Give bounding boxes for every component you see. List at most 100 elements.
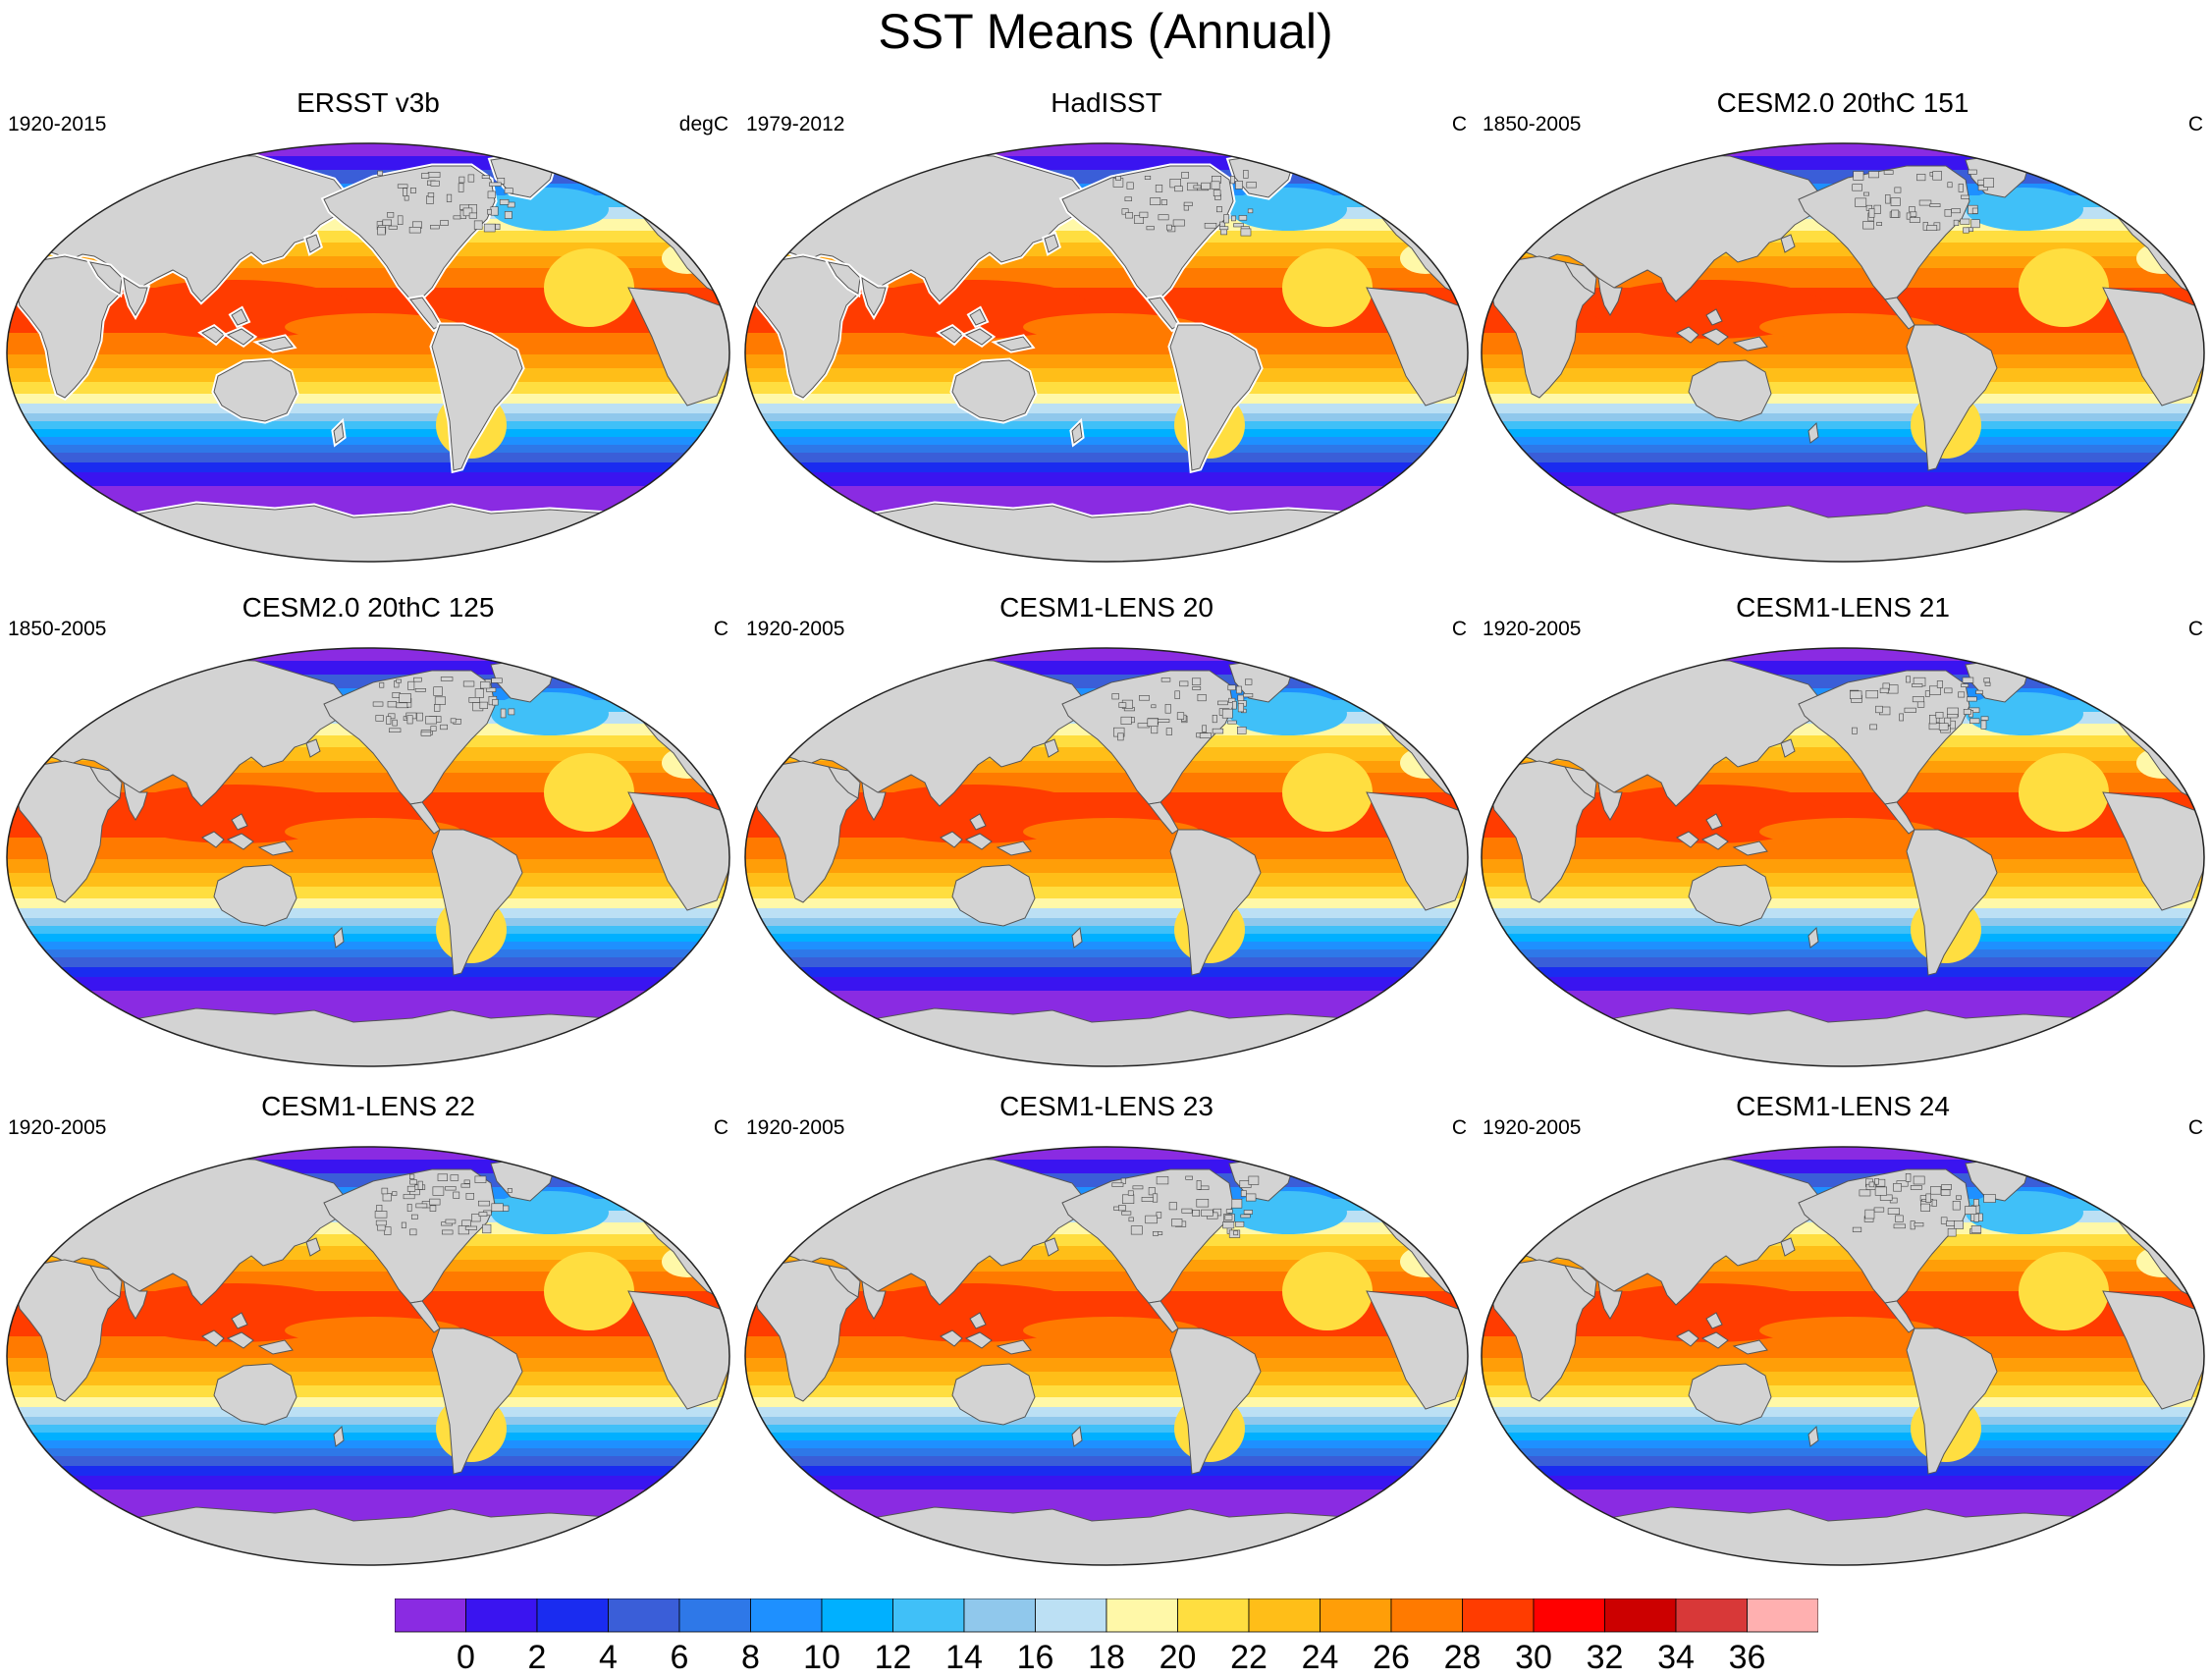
map-border: [6, 142, 730, 563]
arctic-island: [425, 716, 437, 725]
arctic-island: [1224, 1215, 1233, 1220]
arctic-island: [491, 677, 503, 683]
arctic-island: [1243, 170, 1249, 179]
arctic-island: [465, 1192, 474, 1200]
arctic-island: [1158, 214, 1169, 221]
sst-contour-band: [1482, 967, 2204, 977]
arctic-island: [1237, 694, 1245, 702]
arctic-island: [1971, 207, 1978, 214]
sst-contour-band: [1482, 977, 2204, 991]
continent-landmass: [1044, 738, 1059, 758]
arctic-island: [1887, 1208, 1901, 1215]
continent-landmass: [1071, 421, 1083, 444]
continent-landmass: [1597, 1280, 1623, 1320]
north-atlantic-sst: [1966, 1191, 2083, 1234]
arctic-island: [1153, 1231, 1159, 1236]
arctic-island: [1941, 1184, 1952, 1190]
panel-period: 1920-2015: [8, 113, 107, 135]
arctic-island: [416, 712, 423, 722]
sst-contour-band: [7, 887, 729, 898]
arctic-island: [1124, 196, 1132, 201]
panel-period: 1920-2005: [1483, 618, 1582, 640]
sst-contour-band: [1482, 437, 2204, 445]
arctic-island: [1134, 215, 1144, 225]
map-panel: HadISST 1979-2012 C: [738, 86, 1475, 577]
arctic-island: [372, 701, 384, 707]
sst-contour-band: [7, 368, 729, 382]
colorbar-tick-label: 36: [1728, 1639, 1766, 1676]
continent-landmass: [1807, 1425, 1819, 1447]
sst-contour-band: [7, 977, 729, 991]
arctic-island: [1893, 1182, 1902, 1192]
arctic-island: [1960, 218, 1970, 225]
north-atlantic-sst: [491, 1191, 609, 1234]
arctic-island: [1217, 700, 1228, 706]
arctic-island: [1201, 182, 1211, 190]
arctic-island: [379, 682, 385, 688]
arctic-island: [403, 1194, 415, 1200]
colorbar-tick-label: 2: [527, 1639, 547, 1676]
sst-contour-band: [745, 453, 1468, 462]
arctic-island: [1118, 702, 1127, 708]
arctic-island: [1172, 219, 1185, 227]
colorbar-swatch: [1035, 1599, 1107, 1633]
continent-landmass: [2102, 791, 2204, 911]
arctic-island: [1225, 1209, 1233, 1214]
north-atlantic-sst: [1966, 188, 2083, 231]
arctic-island: [389, 728, 402, 733]
sst-contour-band: [7, 898, 729, 908]
arctic-island: [1174, 186, 1183, 192]
arctic-island: [382, 1192, 392, 1202]
arctic-island: [1176, 712, 1185, 720]
arctic-island: [1179, 680, 1189, 687]
arctic-island: [1243, 693, 1254, 698]
subtropical-atlantic: [544, 248, 634, 327]
arctic-island: [1196, 1198, 1210, 1208]
arctic-island: [480, 681, 491, 689]
sst-contour-band: [7, 859, 729, 873]
arctic-island: [1243, 1210, 1253, 1215]
colorbar-swatch: [1177, 1599, 1250, 1633]
sst-contour-band: [745, 1336, 1468, 1358]
arctic-island: [1940, 1189, 1951, 1196]
continent-landmass: [333, 1425, 345, 1447]
arctic-island: [1248, 1175, 1260, 1185]
sst-contour-band: [7, 1425, 729, 1433]
arctic-island: [1936, 680, 1944, 688]
map-panel: CESM1-LENS 23 1920-2005 C: [738, 1090, 1475, 1581]
arctic-island: [1931, 1199, 1937, 1207]
arctic-island: [1983, 1194, 1996, 1203]
arctic-island: [1944, 687, 1953, 694]
arctic-island: [432, 1186, 445, 1196]
colorbar-swatch: [536, 1599, 609, 1633]
colorbar-tick-label: 16: [1016, 1639, 1054, 1676]
sst-contour-band: [7, 333, 729, 354]
continent-landmass: [951, 359, 1036, 422]
arctic-island: [1912, 696, 1925, 703]
arctic-island: [1191, 677, 1202, 685]
continent-landmass: [1700, 833, 1729, 850]
sst-contour-band: [745, 1476, 1468, 1490]
subtropical-atlantic: [1282, 248, 1373, 327]
arctic-island: [1183, 201, 1193, 206]
sst-contour-band: [745, 942, 1468, 949]
continent-landmass: [996, 336, 1032, 352]
continent-landmass: [1807, 421, 1819, 444]
arctic-island: [397, 215, 404, 226]
map-border: [1481, 1146, 2205, 1566]
arctic-island: [1928, 715, 1937, 725]
sst-contour-band: [1482, 1417, 2204, 1425]
arctic-island: [507, 1187, 512, 1193]
arctic-island: [1980, 720, 1987, 730]
continent-landmass: [969, 1312, 987, 1329]
subtropical-atlantic: [1282, 753, 1373, 832]
arctic-island: [1240, 1214, 1251, 1219]
colorbar-tick-label: 6: [670, 1639, 689, 1676]
arctic-island: [1166, 224, 1172, 231]
arctic-island: [1868, 208, 1875, 218]
colorbar-swatch: [1747, 1599, 1818, 1633]
arctic-island: [1212, 728, 1224, 734]
sst-contour-band: [7, 926, 729, 934]
arctic-island: [492, 698, 499, 706]
subtropical-atlantic: [2019, 248, 2109, 327]
